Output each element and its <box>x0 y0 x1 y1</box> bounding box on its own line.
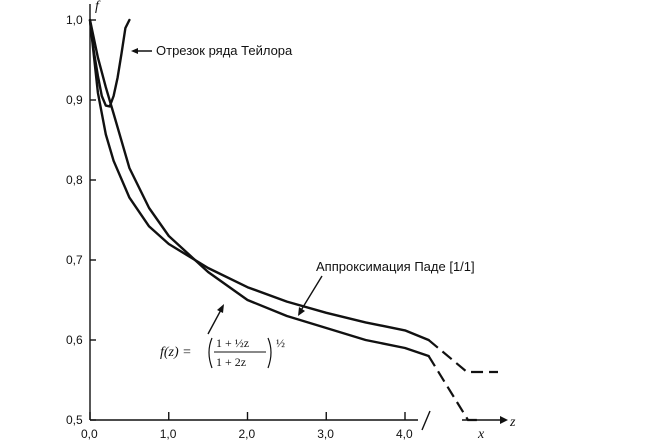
curves <box>88 18 498 422</box>
x-tick-label: 0,0 <box>81 427 98 441</box>
formula-lhs: f(z) = <box>160 345 192 360</box>
formula-pointer <box>207 307 223 335</box>
formula-denominator: 1 + 2z <box>216 355 246 369</box>
pade-approximation-curve <box>88 18 430 342</box>
x-tick-label: 1,0 <box>160 427 177 441</box>
exact-asymptote-dashed <box>427 355 480 422</box>
tick-labels: 0,5 0,6 0,7 0,8 0,9 1,0 0,0 1,0 2,0 3,0 4,0 <box>66 13 413 441</box>
axes: f z x <box>89 0 516 442</box>
y-tick-label: 1,0 <box>66 13 83 27</box>
x-axis-label: z <box>509 415 516 430</box>
pade-approximation-label: Аппроксимация Паде [1/1] <box>316 259 475 274</box>
formula-exponent: ½ <box>276 336 285 350</box>
exact-function-curve <box>88 18 430 358</box>
formula-right-paren <box>267 337 272 369</box>
x-tick-label: 4,0 <box>396 427 413 441</box>
taylor-series-curve <box>88 18 131 108</box>
pade-asymptote-dashed <box>427 339 498 374</box>
annotations: Отрезок ряда Тейлора Аппроксимация Паде … <box>156 43 475 369</box>
formula-left-paren <box>208 337 213 369</box>
formula-arrowhead <box>217 304 224 313</box>
axis-break-mark <box>421 410 431 431</box>
pade-arrowhead <box>298 307 305 316</box>
y-tick-label: 0,5 <box>66 413 83 427</box>
taylor-series-label: Отрезок ряда Тейлора <box>156 43 293 58</box>
taylor-arrowhead <box>131 48 138 54</box>
y-axis-label: f <box>95 0 101 14</box>
x-tick-label: 3,0 <box>317 427 334 441</box>
y-tick-label: 0,8 <box>66 173 83 187</box>
x-axis-arrow <box>500 416 508 424</box>
y-tick-label: 0,7 <box>66 253 83 267</box>
y-tick-label: 0,9 <box>66 93 83 107</box>
pade-pointer <box>299 275 323 313</box>
formula-numerator: 1 + ½z <box>216 336 249 350</box>
x-axis-extra-label: x <box>477 427 485 442</box>
y-tick-label: 0,6 <box>66 333 83 347</box>
x-tick-label: 2,0 <box>239 427 256 441</box>
